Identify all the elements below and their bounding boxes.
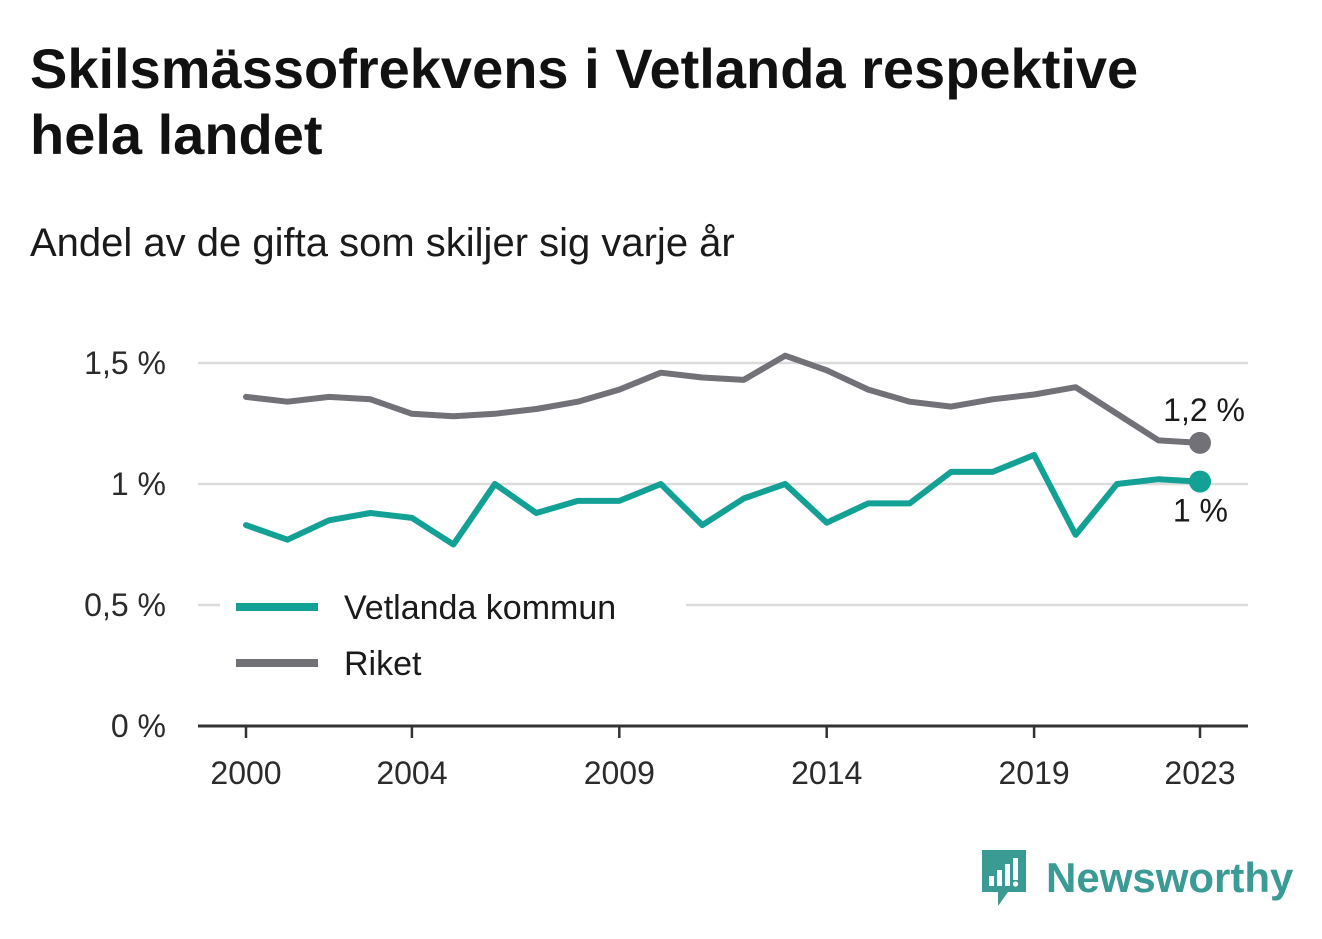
chart-subtitle: Andel av de gifta som skiljer sig varje …	[30, 221, 735, 265]
y-tick-label: 1 %	[111, 466, 166, 502]
series-endpoint-0	[1189, 470, 1211, 493]
y-axis: 0 % 0,5 % 1 % 1,5 %	[84, 345, 166, 744]
x-tick-label: 2000	[210, 755, 281, 791]
x-tick-label: 2014	[791, 755, 862, 791]
end-label-0: 1 %	[1173, 493, 1228, 529]
series-endpoint-1	[1189, 431, 1211, 454]
end-labels: 1 % 1,2 %	[1163, 392, 1245, 529]
y-tick-label: 1,5 %	[84, 345, 166, 381]
newsworthy-logo-icon	[982, 850, 1026, 906]
x-tick-label: 2004	[376, 755, 447, 791]
legend-label-1: Riket	[344, 645, 422, 683]
series-line-1	[243, 352, 1203, 446]
legend-label-0: Vetlanda kommun	[344, 589, 616, 627]
brand: Newsworthy	[980, 848, 1293, 908]
chart-title: Skilsmässofrekvens i Vetlanda respektive…	[30, 37, 1139, 166]
x-axis: 2000 2004 2009 2014 2019 2023	[198, 724, 1248, 791]
y-tick-label: 0,5 %	[84, 587, 166, 623]
legend-background	[220, 572, 686, 692]
x-tick-label: 2023	[1164, 755, 1235, 791]
x-tick-label: 2019	[998, 755, 1069, 791]
end-label-1: 1,2 %	[1163, 392, 1245, 428]
series-line-0	[243, 452, 1203, 548]
brand-name: Newsworthy	[1046, 854, 1294, 901]
legend: Vetlanda kommun Riket	[220, 572, 686, 692]
y-tick-label: 0 %	[111, 708, 166, 744]
x-tick-label: 2009	[584, 755, 655, 791]
series-group	[243, 352, 1211, 548]
